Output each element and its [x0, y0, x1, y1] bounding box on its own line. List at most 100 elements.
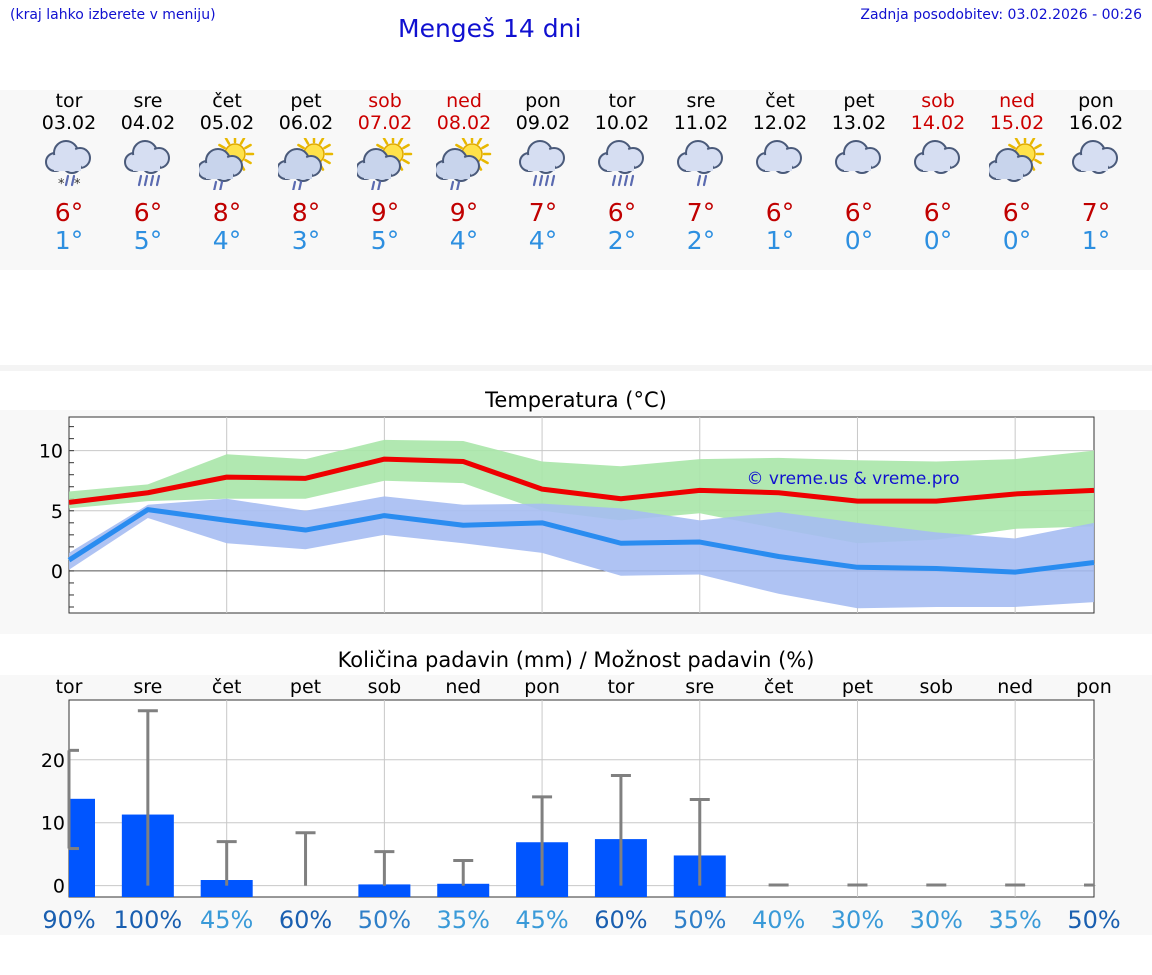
- day-name: sob: [921, 90, 955, 112]
- temp-min: 0°: [923, 226, 953, 255]
- cloud-icon: [914, 140, 960, 174]
- temp-min: 5°: [133, 226, 163, 255]
- day-date: 12.02: [752, 112, 808, 134]
- sun-cloud-rain-icon: [357, 138, 413, 190]
- precip-chance-label: 50%: [358, 906, 411, 934]
- cloud-shape: [1072, 140, 1118, 174]
- sun-cloud-icon: [989, 138, 1045, 182]
- watermark: © vreme.us & vreme.pro: [746, 469, 959, 489]
- day-date: 13.02: [831, 112, 887, 134]
- y-tick-label: 10: [39, 441, 63, 463]
- cloud-shape: [989, 148, 1033, 182]
- day-name: tor: [608, 90, 636, 112]
- cloud-snow-rain-icon: * *: [45, 140, 91, 190]
- y-tick-label: 5: [51, 501, 63, 523]
- cloud-icon: [756, 140, 802, 174]
- day-label: pon: [524, 676, 560, 698]
- rain-drops: [64, 174, 76, 187]
- sun-cloud-rain-icon: [278, 138, 334, 190]
- day-label: sob: [368, 676, 402, 698]
- day-label: ned: [445, 676, 481, 698]
- snow-flake: *: [58, 177, 65, 190]
- sun-cloud-rain-icon: [357, 138, 413, 190]
- day-name: ned: [446, 90, 482, 112]
- sun-cloud-rain-icon: [199, 138, 255, 190]
- temp-min: 0°: [844, 226, 874, 255]
- precip-chance-label: 30%: [831, 906, 884, 934]
- max-temperature-line: [68, 456, 1095, 505]
- day-date: 11.02: [673, 112, 729, 134]
- day-name: čet: [212, 90, 242, 112]
- sun-cloud-rain-icon: [436, 138, 492, 190]
- sun-cloud-icon: [989, 138, 1045, 182]
- temp-max: 6°: [1002, 198, 1032, 227]
- day-name: tor: [55, 90, 83, 112]
- temp-min: 0°: [1002, 226, 1032, 255]
- cloud-rain-icon: [124, 140, 170, 187]
- temp-max: 8°: [291, 198, 321, 227]
- cloud-icon: [756, 140, 802, 174]
- sun-cloud-rain-icon: [199, 138, 255, 190]
- page-title: Mengeš 14 dni: [398, 14, 582, 43]
- cloud-rain-icon: [598, 140, 644, 187]
- day-name: sre: [133, 90, 163, 112]
- cloud-shape: [756, 140, 802, 174]
- cloud-icon: [1072, 140, 1118, 174]
- temp-min: 1°: [1081, 226, 1111, 255]
- day-name: pet: [290, 90, 322, 112]
- rain-drops: [371, 180, 382, 190]
- rain-drops: [532, 174, 556, 187]
- day-label: pon: [1076, 676, 1112, 698]
- cloud-icon: [835, 140, 881, 174]
- day-date: 08.02: [436, 112, 492, 134]
- day-date: 09.02: [515, 112, 571, 134]
- cloud-shape: [45, 140, 91, 174]
- precip-chance-label: 45%: [515, 906, 568, 934]
- day-date: 15.02: [989, 112, 1045, 134]
- day-date: 10.02: [594, 112, 650, 134]
- day-label: pet: [842, 676, 873, 698]
- temp-max: 7°: [1081, 198, 1111, 227]
- day-name: pon: [525, 90, 561, 112]
- day-date: 05.02: [199, 112, 255, 134]
- day-label: sob: [920, 676, 954, 698]
- cloud-shape: [357, 148, 401, 182]
- day-label: ned: [997, 676, 1033, 698]
- temp-max: 9°: [370, 198, 400, 227]
- temp-min: 2°: [607, 226, 637, 255]
- daily-forecast-strip: tor 03.02 * * 6° 1° sre 04.02 6° 5° čet 05.02 8° 4° pe…: [0, 90, 1152, 270]
- cloud-shape: [677, 140, 723, 174]
- day-label: tor: [56, 676, 83, 698]
- precip-chance-label: 60%: [279, 906, 332, 934]
- day-name: čet: [765, 90, 795, 112]
- hint-text[interactable]: (kraj lahko izberete v meniju): [10, 7, 216, 23]
- y-tick-label: 20: [41, 750, 65, 772]
- temp-min: 1°: [765, 226, 795, 255]
- temp-min: 5°: [370, 226, 400, 255]
- precip-chance-label: 30%: [910, 906, 963, 934]
- rain-drops: [611, 174, 635, 187]
- day-name: ned: [999, 90, 1035, 112]
- cloud-shape: [278, 148, 322, 182]
- day-label: tor: [607, 676, 634, 698]
- rain-drops: [213, 180, 224, 190]
- temp-min: 4°: [212, 226, 242, 255]
- rain-drops: [696, 174, 708, 187]
- cloud-shape: [598, 140, 644, 174]
- snow-flake: *: [74, 177, 81, 190]
- precipitation-chart: tor sre čet pet sob ned pon tor sre čet pet sob ned p…: [41, 676, 1121, 934]
- cloud-shape: [519, 140, 565, 174]
- y-tick-label: 0: [53, 876, 65, 898]
- temp-max: 8°: [212, 198, 242, 227]
- rain-drops: [292, 180, 303, 190]
- cloud-icon: [914, 140, 960, 174]
- cloud-shape: [199, 148, 243, 182]
- temp-max: 9°: [449, 198, 479, 227]
- day-date: 07.02: [357, 112, 413, 134]
- day-date: 06.02: [278, 112, 334, 134]
- precip-chance-label: 90%: [42, 906, 95, 934]
- day-label: čet: [764, 676, 794, 698]
- temp-min: 1°: [54, 226, 84, 255]
- precip-bar: [200, 880, 253, 897]
- cloud-snow-rain-icon: * *: [45, 140, 91, 190]
